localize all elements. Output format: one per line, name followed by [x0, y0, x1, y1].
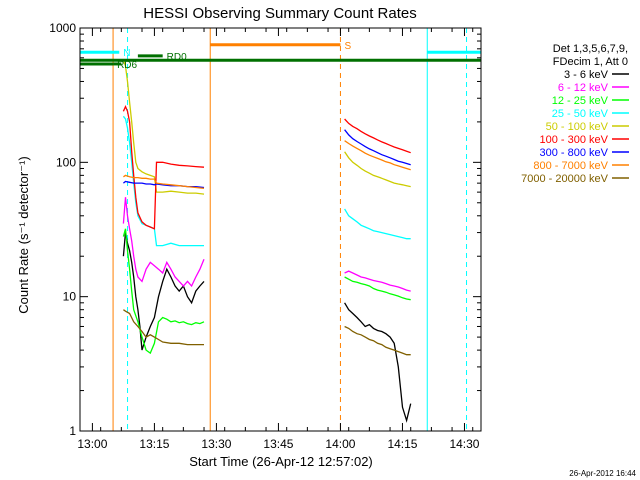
y-axis-label: Count Rate (s⁻¹ detector⁻¹) — [16, 156, 31, 314]
flag-label-1: RD0 — [167, 52, 187, 63]
series-line-6-segment-1 — [344, 129, 411, 166]
series-line-2-segment-0 — [122, 228, 205, 355]
series-line-3-segment-1 — [344, 208, 411, 240]
chart-title: HESSI Observing Summary Count Rates — [143, 5, 416, 22]
plot-area: N RD0 RD6 S 13:00 13:15 13:30 13:45 14:00 14:15 14… — [49, 21, 482, 451]
plot-frame — [79, 27, 482, 432]
legend-label-1: 6 - 12 keV — [558, 82, 609, 94]
legend-label-0: 3 - 6 keV — [564, 69, 609, 81]
y-tick-label-3: 1000 — [49, 21, 76, 35]
series-line-8-segment-1 — [344, 325, 411, 356]
series-line-5-segment-1 — [344, 118, 411, 154]
legend: Det 1,3,5,6,7,9,FDecim 1, Att 03 - 6 keV… — [521, 43, 629, 185]
legend-label-4: 50 - 100 keV — [546, 121, 609, 133]
y-tick-label-1: 10 — [63, 290, 77, 304]
series-line-8-segment-0 — [123, 309, 204, 346]
series-line-4-segment-1 — [344, 151, 411, 188]
timestamp: 26-Apr-2012 16:44 — [569, 469, 636, 478]
x-tick-label-4: 14:00 — [325, 437, 355, 451]
legend-label-6: 300 - 800 keV — [540, 147, 609, 159]
x-axis-label: Start Time (26-Apr-12 12:57:02) — [189, 454, 373, 469]
series-line-4-segment-0 — [122, 59, 205, 195]
series-line-5-segment-0 — [122, 104, 205, 230]
x-tick-label-3: 13:45 — [263, 437, 293, 451]
y-tick-label-0: 1 — [69, 424, 76, 438]
series-line-1-segment-0 — [122, 197, 205, 288]
y-tick-label-2: 100 — [56, 155, 76, 169]
series-line-1-segment-1 — [344, 270, 411, 292]
series-line-0-segment-1 — [344, 302, 412, 423]
legend-header-0: Det 1,3,5,6,7,9, — [553, 43, 628, 55]
series-line-7-segment-1 — [344, 140, 411, 171]
legend-label-7: 800 - 7000 keV — [533, 160, 608, 172]
flag-label-4: S — [344, 41, 351, 52]
series-line-7-segment-0 — [123, 174, 205, 190]
series-line-2-segment-1 — [344, 276, 411, 301]
series-line-3-segment-0 — [122, 115, 204, 247]
legend-label-5: 100 - 300 keV — [540, 134, 609, 146]
x-tick-label-0: 13:00 — [77, 437, 107, 451]
flag-label-3: RD6 — [117, 60, 137, 71]
flag-label-0: N — [123, 48, 130, 59]
x-tick-label-2: 13:30 — [201, 437, 231, 451]
series-line-0-segment-0 — [122, 232, 205, 351]
legend-label-2: 12 - 25 keV — [552, 95, 609, 107]
x-tick-label-1: 13:15 — [139, 437, 169, 451]
legend-label-8: 7000 - 20000 keV — [521, 173, 609, 185]
x-tick-label-5: 14:15 — [387, 437, 417, 451]
x-tick-label-6: 14:30 — [449, 437, 479, 451]
legend-label-3: 25 - 50 keV — [552, 108, 609, 120]
legend-header-1: FDecim 1, Att 0 — [553, 56, 628, 68]
